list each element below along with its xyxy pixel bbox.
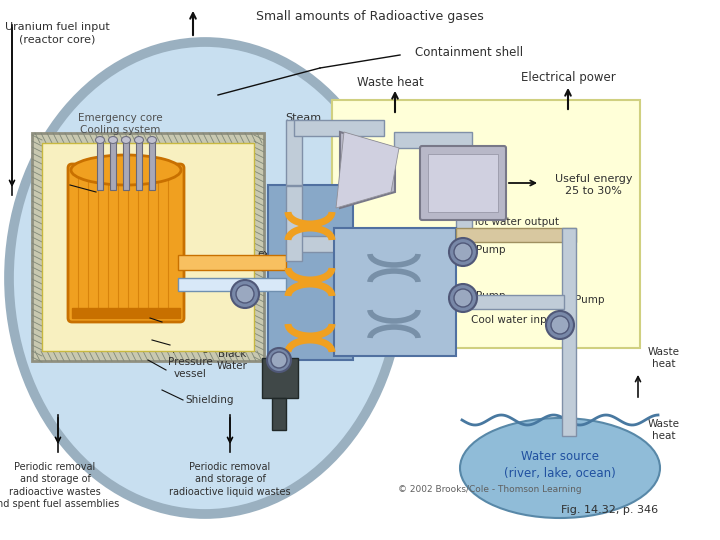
Bar xyxy=(123,140,129,190)
Text: Waste heat: Waste heat xyxy=(356,76,423,89)
Circle shape xyxy=(546,311,574,339)
Circle shape xyxy=(271,352,287,368)
Text: Moderator: Moderator xyxy=(165,315,219,325)
Polygon shape xyxy=(336,132,399,208)
Text: Steam: Steam xyxy=(285,113,321,123)
Bar xyxy=(272,398,286,430)
Bar xyxy=(456,148,472,238)
Text: Pump: Pump xyxy=(575,295,605,305)
Text: Pump: Pump xyxy=(476,245,505,255)
Bar xyxy=(149,140,155,190)
Text: © 2002 Brooks/Cole - Thomson Learning: © 2002 Brooks/Cole - Thomson Learning xyxy=(398,485,582,495)
Circle shape xyxy=(236,285,254,303)
Bar xyxy=(394,132,472,148)
Circle shape xyxy=(454,289,472,307)
Bar xyxy=(178,278,286,291)
Ellipse shape xyxy=(9,42,401,514)
Bar xyxy=(456,295,564,309)
Ellipse shape xyxy=(135,137,143,144)
Bar xyxy=(286,120,302,185)
Ellipse shape xyxy=(122,137,130,144)
Bar xyxy=(42,143,254,351)
Text: Periodic removal
and storage of
radioactive liquid wastes: Periodic removal and storage of radioact… xyxy=(169,462,291,497)
Bar xyxy=(262,358,298,398)
Text: Coolant
passage: Coolant passage xyxy=(172,331,215,353)
Text: Control
rods: Control rods xyxy=(55,172,93,194)
Bar xyxy=(72,308,180,318)
Bar xyxy=(332,100,640,348)
Text: Small amounts of Radioactive gases: Small amounts of Radioactive gases xyxy=(256,10,484,23)
Bar xyxy=(97,140,103,190)
Circle shape xyxy=(449,284,477,312)
Circle shape xyxy=(267,348,291,372)
Text: Cool water input: Cool water input xyxy=(471,315,557,325)
Bar xyxy=(268,185,353,360)
Text: Pressure
vessel: Pressure vessel xyxy=(168,357,212,379)
Polygon shape xyxy=(340,132,395,208)
Bar xyxy=(286,186,302,261)
Text: Useful energy
25 to 30%: Useful energy 25 to 30% xyxy=(555,174,632,196)
Text: Water source
(river, lake, ocean): Water source (river, lake, ocean) xyxy=(504,450,616,480)
Ellipse shape xyxy=(148,137,156,144)
Bar xyxy=(428,154,498,212)
Text: Turbine: Turbine xyxy=(348,165,388,175)
Text: Periodic removal
and storage of
radioactive wastes
and spent fuel assemblies: Periodic removal and storage of radioact… xyxy=(0,462,119,509)
Circle shape xyxy=(231,280,259,308)
Bar xyxy=(456,228,576,242)
Ellipse shape xyxy=(460,418,660,518)
Text: Containment shell: Containment shell xyxy=(415,46,523,59)
Ellipse shape xyxy=(96,137,104,144)
FancyBboxPatch shape xyxy=(68,164,184,322)
Bar xyxy=(334,228,456,356)
Bar xyxy=(110,140,116,190)
Ellipse shape xyxy=(71,155,181,185)
Text: Black
Water: Black Water xyxy=(217,349,248,371)
Circle shape xyxy=(454,243,472,261)
Text: Emergency core
Cooling system: Emergency core Cooling system xyxy=(78,113,162,135)
Text: Hot water output: Hot water output xyxy=(470,217,559,227)
Text: Coolant: Coolant xyxy=(207,277,252,287)
Text: Generator: Generator xyxy=(435,178,491,188)
FancyBboxPatch shape xyxy=(420,146,506,220)
Text: Pump: Pump xyxy=(260,284,289,294)
Text: Electrical power: Electrical power xyxy=(521,71,616,84)
Text: Uranium fuel input
(reactor core): Uranium fuel input (reactor core) xyxy=(5,22,109,44)
Text: Pump: Pump xyxy=(476,291,505,301)
Text: Fig. 14.32, p. 346: Fig. 14.32, p. 346 xyxy=(561,505,658,515)
Text: Waste
heat: Waste heat xyxy=(648,419,680,441)
Text: Shielding: Shielding xyxy=(185,395,233,405)
Circle shape xyxy=(551,316,569,334)
Bar xyxy=(32,133,264,361)
Text: Condenser: Condenser xyxy=(367,273,423,283)
Bar xyxy=(286,236,472,252)
Bar xyxy=(136,140,142,190)
Text: Heat
exchanger: Heat exchanger xyxy=(258,237,312,259)
Ellipse shape xyxy=(109,137,117,144)
Text: Waste
heat: Waste heat xyxy=(648,347,680,369)
Bar xyxy=(178,255,286,270)
Bar xyxy=(294,120,384,136)
Text: Hot coolant: Hot coolant xyxy=(184,245,252,255)
Circle shape xyxy=(449,238,477,266)
Bar xyxy=(562,228,576,436)
